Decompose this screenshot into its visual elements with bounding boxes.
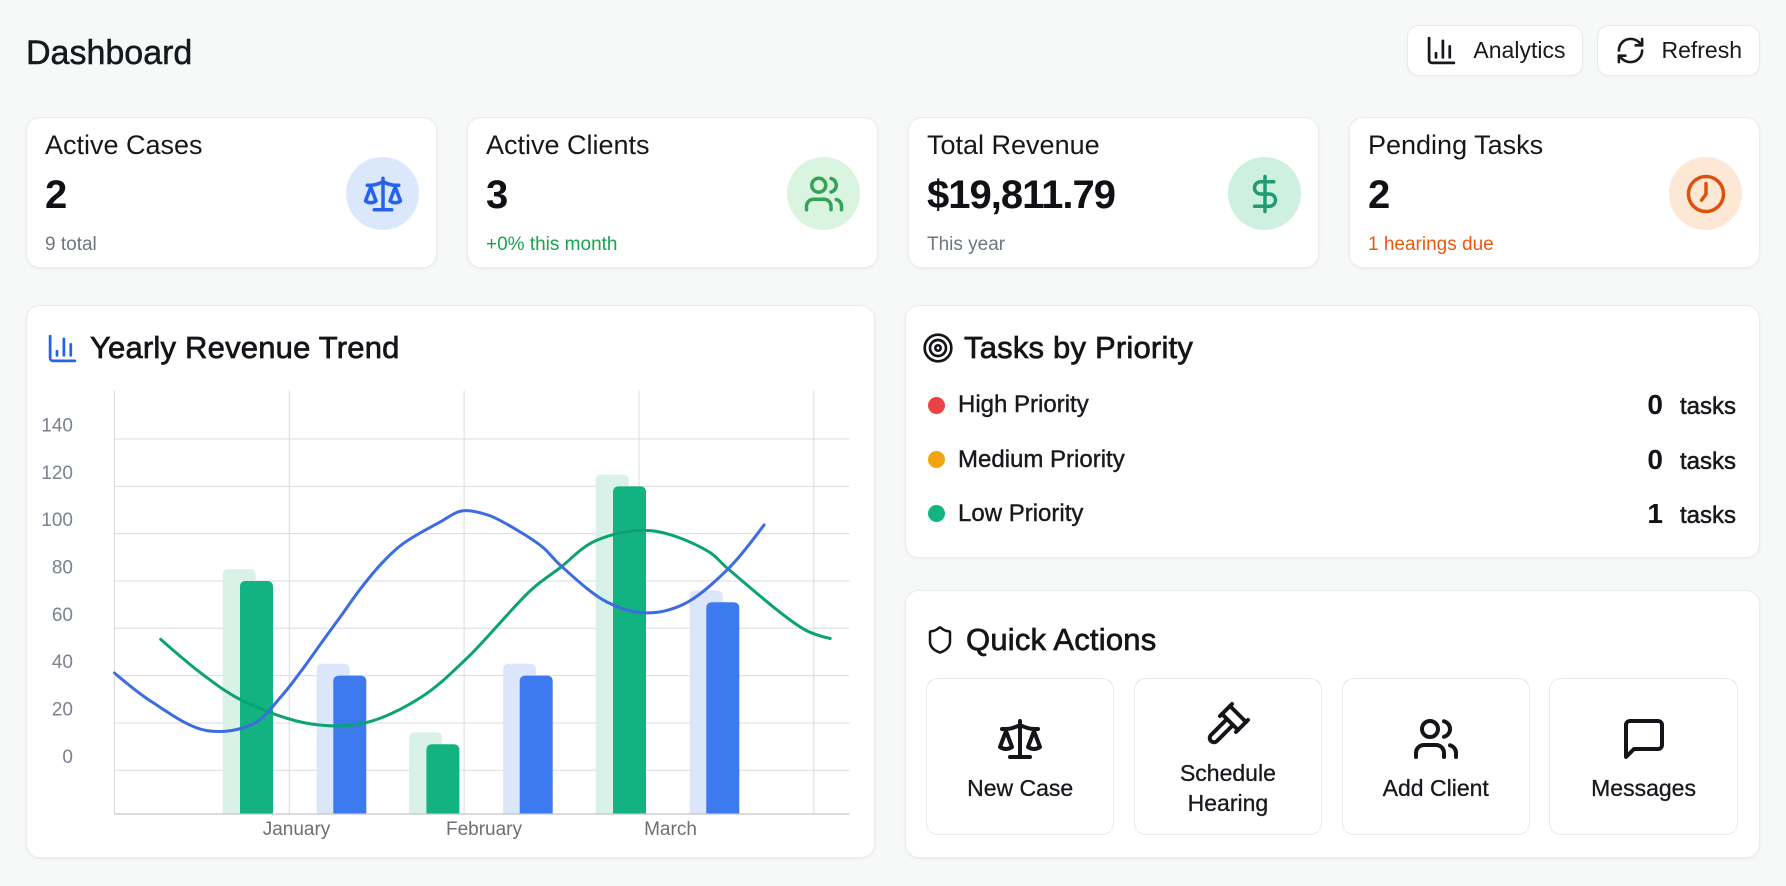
priority-unit: tasks [1680,501,1737,530]
stat-card-total-revenue: Total Revenue $19,811.79 This year [908,117,1319,268]
trend-line-blue [112,509,766,734]
header-actions: Analytics Refresh [1407,25,1760,76]
bar-chart-icon [46,332,79,365]
stat-card-value: 2 [45,173,67,217]
quick-action-label: New Case [967,775,1074,801]
refresh-icon [1615,35,1646,66]
priority-count: 1 [1647,497,1663,529]
stat-card-title: Pending Tasks [1368,130,1544,160]
task-priority-list: High Priority 0 tasks Medium Priority 0 tasks… [906,378,1759,541]
analytics-button[interactable]: Analytics [1407,25,1584,76]
target-icon [922,332,954,364]
stat-card-title: Total Revenue [927,130,1100,160]
x-axis-label: February [446,819,523,840]
scales-icon [996,715,1044,763]
y-axis-tick: 40 [52,652,73,673]
stat-card-value: 3 [486,173,508,217]
header: Dashboard Analytics Refresh [26,25,1760,76]
main-section: 140 120 100 80 60 40 20 0 January February March Y… [26,305,1760,858]
priority-unit: tasks [1680,393,1737,421]
y-axis-tick: 140 [41,415,73,436]
stat-card-icon-bubble [346,157,419,230]
page-title: Dashboard [26,33,193,72]
bar-chart-icon [1425,34,1458,67]
priority-label: Medium Priority [958,445,1125,473]
message-icon [1620,715,1668,763]
quick-action-label: Add Client [1382,775,1489,801]
stat-card-icon-bubble [787,157,860,230]
users-icon [803,173,845,215]
bar-green [240,580,273,814]
quick-actions-grid: New Case Schedule Hearing Add Client Messag… [926,678,1738,835]
y-axis-tick: 80 [52,557,73,578]
stat-card-subtitle: This year [927,234,1006,255]
priority-dot [928,505,945,523]
stat-card-icon-bubble [1228,157,1301,230]
stat-card-active-cases: Active Cases 2 9 total [26,117,437,268]
priority-dot [928,396,945,414]
stat-card-value: $19,811.79 [927,173,1116,217]
trend-line-green [159,528,832,728]
dollar-icon [1244,173,1286,215]
chart-card-title-text: Yearly Revenue Trend [90,330,400,366]
bar-blue [333,675,367,814]
priority-label: High Priority [958,391,1089,419]
yearly-revenue-trend-card: 140 120 100 80 60 40 20 0 January February March Y… [26,305,875,858]
users-icon [1412,715,1460,763]
stat-card-title: Active Cases [45,130,203,160]
task-priority-row-high-priority: High Priority 0 tasks [906,378,1759,432]
chart-card-title: Yearly Revenue Trend [46,330,400,366]
bar-blue [706,602,740,814]
x-axis-label: January [263,819,331,840]
stat-card-icon-bubble [1669,157,1742,230]
shield-icon [925,625,955,655]
quick-actions-title-text: Quick Actions [966,622,1157,658]
quick-actions-card: Quick Actions New Case Schedule Hearing Ad… [905,590,1760,858]
stat-card-title: Active Clients [486,130,650,160]
quick-actions-title: Quick Actions [925,622,1157,658]
tasks-by-priority-card: Tasks by Priority High Priority 0 tasks Med… [905,305,1760,558]
bar-green [426,744,460,814]
task-priority-row-medium-priority: Medium Priority 0 tasks [906,432,1759,486]
y-axis-tick: 100 [41,510,73,531]
priority-unit: tasks [1680,447,1737,475]
clock-icon [1685,173,1727,215]
stat-card-subtitle: 1 hearings due [1368,234,1494,255]
stat-card-subtitle: +0% this month [486,234,618,255]
y-axis-tick: 20 [52,699,73,720]
priority-count: 0 [1647,443,1663,475]
y-axis-tick: 0 [62,747,73,768]
priority-count: 0 [1647,389,1663,421]
right-column: Tasks by Priority High Priority 0 tasks Med… [905,305,1760,858]
y-axis-tick: 120 [41,463,73,484]
y-axis-tick: 60 [52,605,73,626]
bar-green [613,486,646,814]
yearly-revenue-chart: 140 120 100 80 60 40 20 0 January February March [41,390,850,840]
quick-action-schedule-hearing[interactable]: Schedule Hearing [1133,678,1323,835]
tasks-card-title-text: Tasks by Priority [964,330,1194,366]
priority-dot [928,451,945,469]
analytics-button-label: Analytics [1473,37,1566,63]
quick-action-label: Schedule Hearing [1179,760,1276,816]
stat-card-value: 2 [1368,173,1390,217]
bar-blue [519,675,553,814]
task-priority-row-low-priority: Low Priority 1 tasks [906,487,1759,541]
gavel-icon [1204,700,1252,748]
x-axis-label: March [644,819,697,840]
priority-label: Low Priority [958,499,1084,527]
refresh-button-label: Refresh [1661,37,1742,63]
stat-card-active-clients: Active Clients 3 +0% this month [467,117,878,268]
refresh-button[interactable]: Refresh [1597,25,1760,76]
quick-action-label: Messages [1591,775,1696,801]
quick-action-add-client[interactable]: Add Client [1341,678,1530,835]
scales-icon [362,173,404,215]
stat-card-pending-tasks: Pending Tasks 2 1 hearings due [1349,117,1760,268]
quick-action-new-case[interactable]: New Case [926,678,1115,835]
tasks-card-title: Tasks by Priority [922,330,1193,366]
stat-card-subtitle: 9 total [45,234,97,255]
stat-cards-row: Active Cases 2 9 total Active Clients 3 +0% t… [26,117,1760,268]
quick-action-messages[interactable]: Messages [1549,678,1738,835]
